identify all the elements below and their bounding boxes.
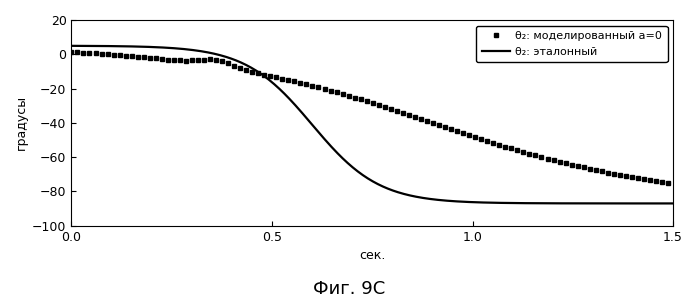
Legend: θ₂: моделированный a=0, θ₂: эталонный: θ₂: моделированный a=0, θ₂: эталонный: [476, 26, 667, 62]
θ₂: эталонный: (1.13, -86.8): эталонный: (1.13, -86.8): [520, 201, 528, 205]
θ₂: моделированный a=0: (0.265, -3.52): моделированный a=0: (0.265, -3.52): [174, 58, 182, 62]
θ₂: моделированный a=0: (0.884, -38.7): моделированный a=0: (0.884, -38.7): [422, 119, 430, 122]
θ₂: эталонный: (1.5, -87): эталонный: (1.5, -87): [669, 202, 677, 205]
θ₂: эталонный: (0.679, -61.2): эталонный: (0.679, -61.2): [339, 157, 348, 161]
X-axis label: сек.: сек.: [359, 249, 385, 262]
θ₂: эталонный: (0, 4.93): эталонный: (0, 4.93): [67, 44, 75, 48]
θ₂: моделированный a=0: (1.13, -57.2): моделированный a=0: (1.13, -57.2): [520, 150, 528, 154]
θ₂: моделированный a=0: (0, 1.3): моделированный a=0: (0, 1.3): [67, 50, 75, 54]
Line: θ₂: моделированный a=0: θ₂: моделированный a=0: [70, 50, 675, 185]
Text: Фиг. 9С: Фиг. 9С: [313, 280, 385, 298]
θ₂: эталонный: (0.884, -84.1): эталонный: (0.884, -84.1): [422, 197, 430, 200]
θ₂: моделированный a=0: (1.5, -75.2): моделированный a=0: (1.5, -75.2): [669, 181, 677, 185]
θ₂: эталонный: (1, -86.3): эталонный: (1, -86.3): [469, 200, 477, 204]
θ₂: моделированный a=0: (0.386, -4.85): моделированный a=0: (0.386, -4.85): [222, 61, 230, 64]
θ₂: эталонный: (0.386, -1.53): эталонный: (0.386, -1.53): [222, 55, 230, 59]
Y-axis label: градусы: градусы: [15, 95, 28, 150]
θ₂: моделированный a=0: (0.679, -23.4): моделированный a=0: (0.679, -23.4): [339, 93, 348, 96]
θ₂: эталонный: (0.265, 3.37): эталонный: (0.265, 3.37): [174, 47, 182, 50]
θ₂: моделированный a=0: (1, -47.9): моделированный a=0: (1, -47.9): [469, 135, 477, 138]
Line: θ₂: эталонный: θ₂: эталонный: [71, 46, 673, 204]
